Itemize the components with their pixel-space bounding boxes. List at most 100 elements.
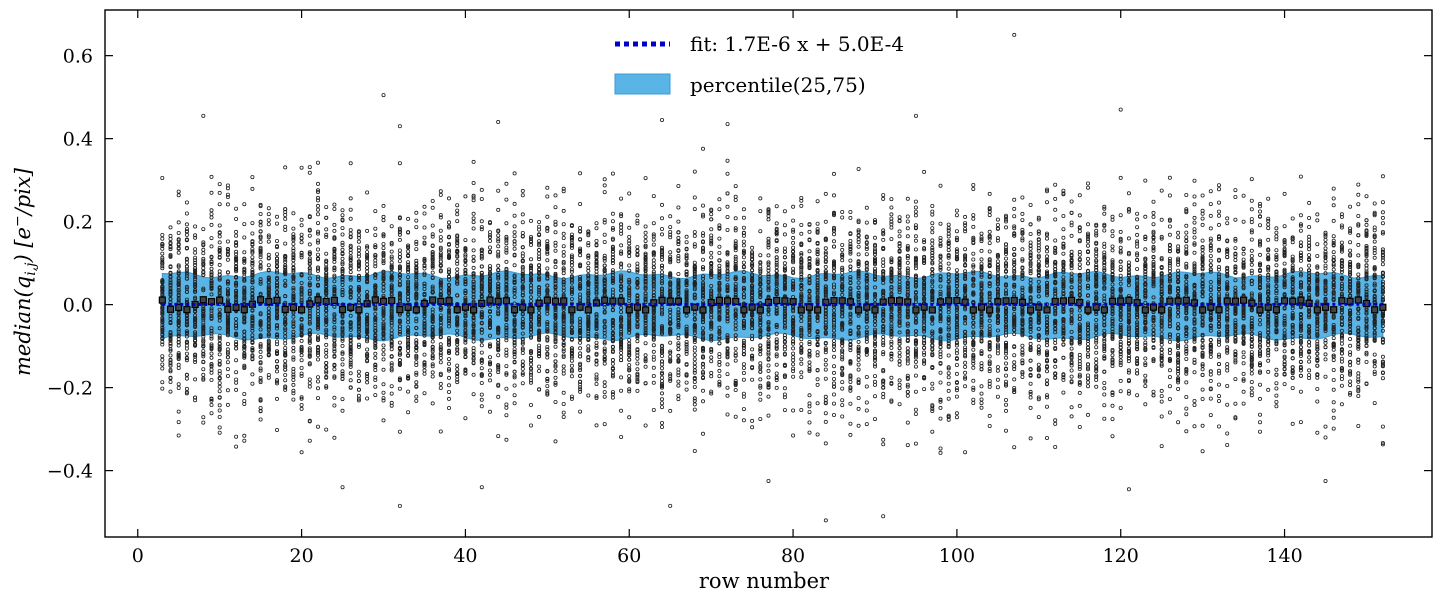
scatter-point [561,222,566,227]
scatter-point [520,220,525,225]
scatter-point [692,407,697,412]
scatter-point [529,257,534,262]
scatter-point [692,348,697,353]
scatter-point [397,161,402,166]
scatter-point [299,223,304,228]
scatter-point [619,388,624,393]
scatter-point [176,269,181,274]
scatter-point [201,266,206,271]
scatter-point [234,269,239,274]
scatter-point [266,317,271,322]
scatter-point [225,280,230,285]
scatter-point [225,270,230,275]
scatter-point [520,359,525,364]
scatter-point [471,372,476,377]
scatter-point [266,372,271,377]
scatter-point [348,228,353,233]
scatter-point [217,395,222,400]
scatter-point [504,437,509,442]
scatter-point [692,364,697,369]
scatter-point [291,226,296,231]
scatter-point [504,181,509,186]
scatter-point [545,214,550,219]
scatter-point [553,205,558,210]
scatter-point [242,316,247,321]
scatter-point [446,396,451,401]
scatter-point [291,314,296,319]
scatter-point [512,230,517,235]
scatter-point [193,313,198,318]
scatter-point [283,327,288,332]
scatter-point [660,232,665,237]
scatter-point [201,272,206,277]
scatter-point [315,212,320,217]
scatter-point [692,361,697,366]
scatter-point [160,380,165,385]
scatter-point [258,239,263,244]
scatter-point [283,241,288,246]
scatter-point [299,450,304,455]
scatter-point [258,204,263,209]
scatter-point [168,338,173,343]
scatter-point [193,319,198,324]
scatter-point [250,354,255,359]
scatter-point [594,221,599,226]
scatter-point [258,360,263,365]
scatter-point [397,340,402,345]
scatter-point [578,346,583,351]
scatter-point [201,247,206,252]
scatter-point [225,321,230,326]
scatter-point [184,229,189,234]
scatter-point [176,354,181,359]
scatter-point [373,233,378,238]
scatter-point [217,408,222,413]
scatter-point [266,310,271,315]
scatter-point [553,375,558,380]
scatter-point [160,336,165,341]
scatter-point [193,359,198,364]
scatter-point [438,429,443,434]
scatter-point [168,363,173,368]
scatter-point [676,183,681,188]
scatter-point [537,219,542,224]
scatter-point [184,297,189,302]
scatter-point [651,261,656,266]
scatter-point [520,381,525,386]
scatter-point [184,222,189,227]
scatter-point [283,364,288,369]
scatter-point [242,278,247,283]
scatter-point [225,287,230,292]
scatter-point [274,339,279,344]
scatter-point [725,372,730,377]
scatter-point [594,238,599,243]
scatter-point [176,333,181,338]
scatter-point [201,243,206,248]
scatter-point [487,372,492,377]
scatter-point [225,351,230,356]
scatter-point [168,367,173,372]
scatter-point [274,264,279,269]
scatter-point [217,314,222,319]
scatter-point [201,354,206,359]
scatter-point [430,270,435,275]
scatter-point [258,409,263,414]
scatter-point [676,219,681,224]
scatter-point [545,185,550,190]
scatter-point [217,326,222,331]
scatter-point [242,260,247,265]
scatter-point [348,207,353,212]
scatter-point [168,389,173,394]
scatter-point [291,262,296,267]
scatter-point [266,235,271,240]
scatter-point [193,267,198,272]
scatter-point [184,237,189,242]
scatter-point [332,222,337,227]
scatter-point [389,384,394,389]
scatter-point [217,381,222,386]
scatter-point [291,268,296,273]
scatter-point [504,250,509,255]
scatter-point [242,333,247,338]
scatter-point [619,196,624,201]
scatter-point [627,387,632,392]
scatter-point [291,255,296,260]
